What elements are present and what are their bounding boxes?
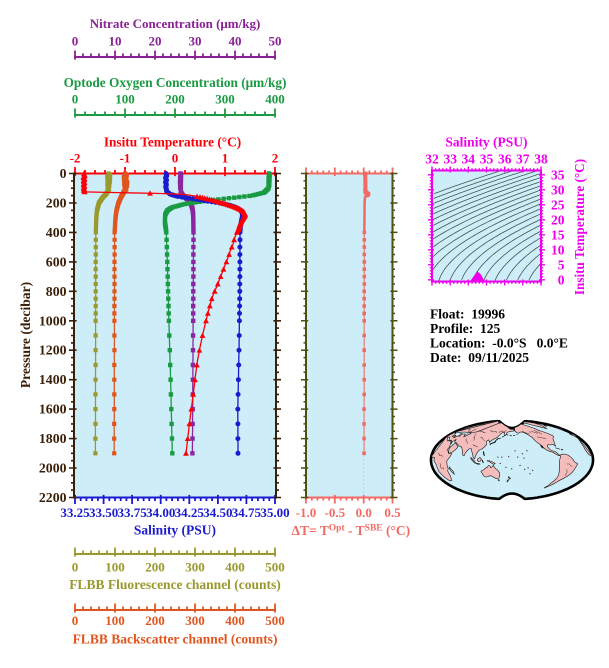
svg-text:34: 34 xyxy=(462,152,476,167)
svg-text:400: 400 xyxy=(265,92,285,107)
svg-text:33.50: 33.50 xyxy=(89,505,118,520)
svg-text:100: 100 xyxy=(105,560,125,575)
svg-text:500: 500 xyxy=(265,613,285,628)
svg-text:400: 400 xyxy=(225,613,245,628)
svg-text:34.50: 34.50 xyxy=(203,505,232,520)
svg-text:Float: 19996: Float: 19996 xyxy=(430,307,505,322)
svg-text:1400: 1400 xyxy=(39,372,67,387)
svg-text:FLBB Fluorescence channel (cou: FLBB Fluorescence channel (counts) xyxy=(69,577,281,592)
svg-text:33.25: 33.25 xyxy=(60,505,90,520)
svg-text:-2: -2 xyxy=(70,151,81,166)
svg-text:400: 400 xyxy=(225,560,245,575)
svg-text:34.75: 34.75 xyxy=(232,505,262,520)
svg-text:300: 300 xyxy=(215,92,235,107)
svg-text:200: 200 xyxy=(145,560,165,575)
svg-text:200: 200 xyxy=(46,196,67,211)
svg-text:33: 33 xyxy=(443,152,457,167)
svg-text:Location: -0.0°S 0.0°E: Location: -0.0°S 0.0°E xyxy=(430,336,568,351)
svg-text:800: 800 xyxy=(46,284,67,299)
svg-text:0: 0 xyxy=(72,613,79,628)
svg-text:38: 38 xyxy=(534,152,548,167)
svg-text:33.75: 33.75 xyxy=(117,505,147,520)
svg-text:Optode Oxygen Concentration (μ: Optode Oxygen Concentration (μm/kg) xyxy=(64,75,287,90)
svg-text:300: 300 xyxy=(185,613,205,628)
svg-text:1200: 1200 xyxy=(39,343,67,358)
svg-text:40: 40 xyxy=(229,34,242,49)
svg-text:0.5: 0.5 xyxy=(384,505,401,520)
svg-text:ΔT= TOpt - TSBE (°C): ΔT= TOpt - TSBE (°C) xyxy=(292,523,411,538)
svg-text:20: 20 xyxy=(149,34,162,49)
svg-text:0: 0 xyxy=(60,166,67,181)
svg-text:Pressure (decibar): Pressure (decibar) xyxy=(18,282,34,388)
svg-text:Insitu Temperature (°C): Insitu Temperature (°C) xyxy=(104,135,241,150)
svg-text:200: 200 xyxy=(165,92,185,107)
svg-text:300: 300 xyxy=(185,560,205,575)
svg-text:30: 30 xyxy=(551,182,565,197)
svg-text:2200: 2200 xyxy=(39,490,67,505)
svg-text:0.0: 0.0 xyxy=(356,505,372,520)
svg-text:50: 50 xyxy=(269,34,282,49)
svg-text:Salinity (PSU): Salinity (PSU) xyxy=(134,523,216,538)
svg-text:1800: 1800 xyxy=(39,431,67,446)
svg-text:1000: 1000 xyxy=(39,313,67,328)
svg-text:32: 32 xyxy=(425,152,439,167)
svg-text:20: 20 xyxy=(551,212,565,227)
svg-text:Nitrate Concentration (μm/kg): Nitrate Concentration (μm/kg) xyxy=(90,16,261,31)
svg-text:37: 37 xyxy=(516,152,530,167)
svg-text:0: 0 xyxy=(72,34,79,49)
svg-text:500: 500 xyxy=(265,560,285,575)
svg-text:10: 10 xyxy=(551,242,565,257)
svg-text:34.25: 34.25 xyxy=(175,505,205,520)
svg-text:0: 0 xyxy=(558,272,565,287)
svg-text:200: 200 xyxy=(145,613,165,628)
svg-text:35: 35 xyxy=(551,167,565,182)
svg-text:Insitu Temperature (°C): Insitu Temperature (°C) xyxy=(572,159,587,295)
svg-text:1600: 1600 xyxy=(39,402,67,417)
svg-text:-1.0: -1.0 xyxy=(296,505,317,520)
svg-text:35.00: 35.00 xyxy=(260,505,289,520)
svg-text:0: 0 xyxy=(72,560,79,575)
svg-text:10: 10 xyxy=(109,34,122,49)
svg-text:1: 1 xyxy=(222,151,229,166)
svg-text:Salinity (PSU): Salinity (PSU) xyxy=(445,135,527,150)
svg-text:15: 15 xyxy=(551,227,565,242)
svg-text:5: 5 xyxy=(558,257,565,272)
svg-text:2: 2 xyxy=(272,151,279,166)
svg-text:0: 0 xyxy=(172,151,179,166)
svg-text:36: 36 xyxy=(498,152,512,167)
svg-text:400: 400 xyxy=(46,225,67,240)
svg-text:Date: 09/11/2025: Date: 09/11/2025 xyxy=(430,350,529,365)
svg-text:FLBB Backscatter channel (coun: FLBB Backscatter channel (counts) xyxy=(73,632,278,647)
svg-text:-1: -1 xyxy=(120,151,131,166)
svg-text:100: 100 xyxy=(115,92,135,107)
svg-text:-0.5: -0.5 xyxy=(325,505,346,520)
svg-text:0: 0 xyxy=(72,92,79,107)
svg-text:100: 100 xyxy=(105,613,125,628)
svg-text:600: 600 xyxy=(46,254,67,269)
svg-text:34.00: 34.00 xyxy=(146,505,175,520)
svg-text:35: 35 xyxy=(480,152,494,167)
svg-text:25: 25 xyxy=(551,197,565,212)
svg-text:Profile: 125: Profile: 125 xyxy=(430,321,500,336)
svg-text:30: 30 xyxy=(189,34,202,49)
svg-text:2000: 2000 xyxy=(39,461,67,476)
